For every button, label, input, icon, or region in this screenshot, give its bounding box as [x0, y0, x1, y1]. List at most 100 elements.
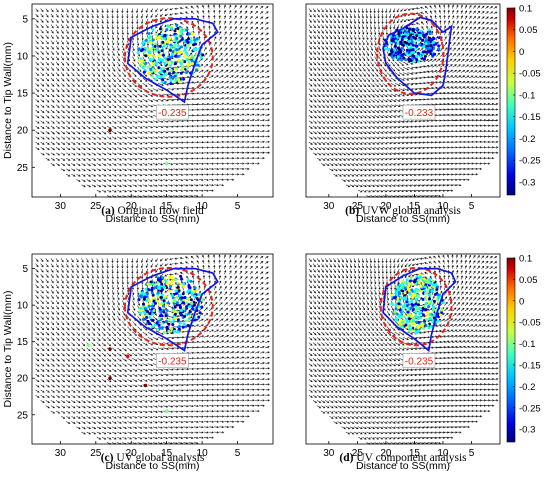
- marker: [433, 44, 436, 47]
- marker: [390, 50, 393, 53]
- marker: [408, 28, 411, 31]
- marker: [180, 72, 183, 75]
- caption-label: Original flow field: [115, 205, 204, 217]
- marker: [178, 30, 181, 33]
- marker: [144, 62, 147, 65]
- marker: [195, 68, 198, 71]
- marker: [141, 60, 144, 63]
- marker: [162, 54, 165, 57]
- x-tick-label: 25: [90, 201, 102, 212]
- marker: [409, 33, 412, 36]
- marker: [181, 60, 184, 63]
- y-tick-label: 10: [17, 51, 29, 62]
- marker: [424, 51, 427, 54]
- marker: [175, 37, 178, 40]
- marker: [197, 64, 200, 67]
- marker: [149, 51, 152, 54]
- marker: [433, 37, 436, 40]
- marker: [108, 128, 112, 132]
- marker: [437, 48, 440, 51]
- x-tick-label: 5: [235, 201, 241, 212]
- marker: [392, 34, 395, 37]
- marker: [410, 46, 413, 49]
- marker: [406, 49, 409, 52]
- marker: [154, 55, 157, 58]
- marker: [165, 162, 169, 166]
- marker: [423, 45, 426, 48]
- marker: [395, 40, 398, 43]
- marker: [137, 51, 140, 54]
- marker: [178, 51, 181, 54]
- marker: [428, 37, 431, 40]
- marker: [410, 51, 413, 54]
- marker: [155, 33, 158, 36]
- marker: [185, 71, 188, 74]
- marker: [170, 55, 173, 58]
- caption-label: UVW global analysis: [359, 205, 461, 217]
- marker: [139, 63, 142, 66]
- marker: [186, 67, 189, 70]
- x-tick-label: 30: [323, 201, 335, 212]
- marker: [407, 37, 410, 40]
- marker: [174, 62, 177, 65]
- marker: [175, 24, 178, 27]
- marker: [174, 55, 177, 58]
- marker: [405, 42, 408, 45]
- marker: [412, 29, 415, 32]
- marker: [182, 78, 185, 81]
- x-tick-label: 5: [469, 201, 475, 212]
- marker: [152, 38, 155, 41]
- marker: [168, 62, 171, 65]
- x-tick-label: 30: [55, 201, 67, 212]
- marker: [416, 55, 419, 58]
- marker: [170, 27, 173, 30]
- marker: [191, 32, 194, 35]
- marker: [155, 36, 158, 39]
- marker: [191, 54, 194, 57]
- marker: [178, 55, 181, 58]
- colorbar-tick-label: -0.3: [519, 177, 535, 188]
- marker: [396, 35, 399, 38]
- marker: [423, 57, 426, 60]
- marker: [401, 43, 404, 46]
- caption-text: (b) UVW global analysis: [345, 205, 461, 217]
- marker: [400, 59, 403, 62]
- marker: [189, 41, 192, 44]
- marker: [159, 75, 162, 78]
- marker: [392, 37, 395, 40]
- panel-letter: (b): [345, 205, 359, 217]
- marker: [187, 41, 190, 44]
- marker: [165, 28, 168, 31]
- marker: [192, 43, 195, 46]
- marker: [161, 49, 164, 52]
- marker: [163, 37, 166, 40]
- contour-value-label: -0.235: [158, 108, 187, 119]
- marker: [186, 44, 189, 47]
- marker: [170, 69, 173, 72]
- marker: [147, 66, 150, 69]
- marker: [397, 58, 400, 61]
- marker: [154, 45, 157, 48]
- marker: [180, 45, 183, 48]
- marker: [421, 39, 424, 42]
- marker: [389, 53, 392, 56]
- marker: [415, 28, 418, 31]
- marker: [168, 72, 171, 75]
- marker: [429, 47, 432, 50]
- y-tick-label: 20: [17, 126, 29, 137]
- marker: [152, 62, 155, 65]
- marker: [184, 49, 187, 52]
- marker: [408, 40, 411, 43]
- marker: [179, 35, 182, 38]
- marker: [415, 59, 418, 62]
- marker: [148, 32, 151, 35]
- colorbar-tick-label: -0.1: [519, 90, 535, 101]
- marker: [170, 46, 173, 49]
- marker: [149, 68, 152, 71]
- colorbar-gradient: [507, 8, 515, 195]
- marker: [175, 48, 178, 51]
- marker: [416, 45, 419, 48]
- marker: [174, 29, 177, 32]
